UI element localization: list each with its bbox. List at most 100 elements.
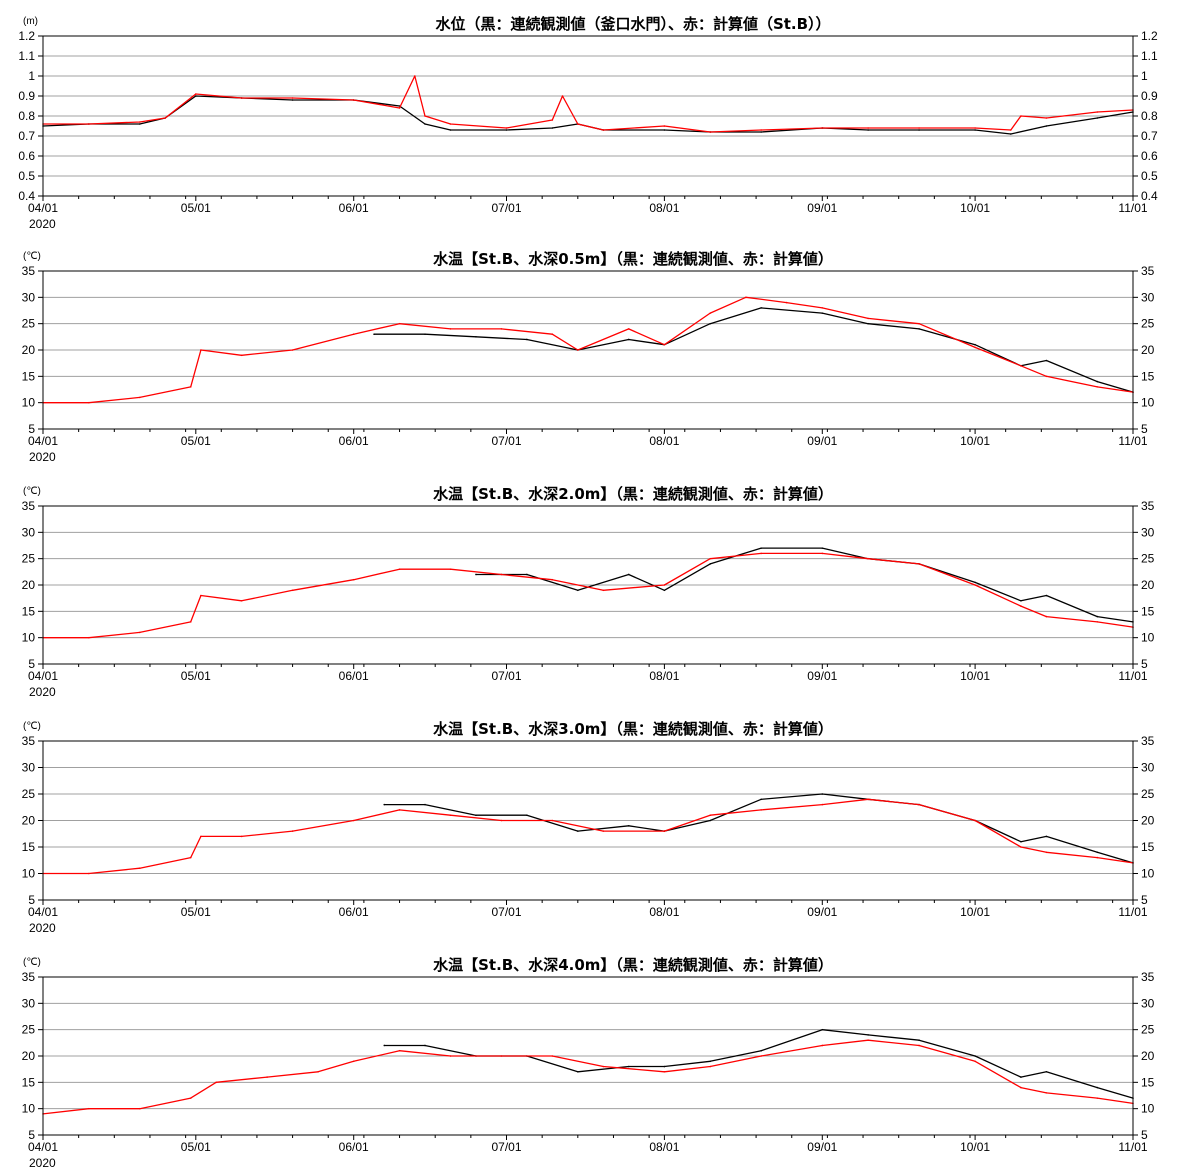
data-point	[138, 121, 141, 123]
data-point	[291, 99, 294, 101]
data-point	[240, 97, 243, 99]
x-tick-label: 07/01	[491, 434, 521, 448]
x-tick-label: 07/01	[491, 905, 521, 919]
data-point	[398, 809, 401, 811]
data-point	[195, 95, 197, 97]
plot-frame	[42, 35, 1134, 197]
x-tick-label: 04/01	[28, 434, 58, 448]
data-point	[1096, 856, 1099, 859]
x-tick-label: 04/01	[28, 905, 58, 919]
y-tick-label-left: 1.1	[18, 49, 35, 63]
x-tick-label: 09/01	[807, 905, 837, 919]
data-point	[709, 131, 712, 133]
data-point	[663, 589, 666, 592]
data-point	[500, 573, 503, 576]
data-point	[424, 333, 426, 336]
data-point	[138, 1107, 141, 1110]
data-point	[974, 346, 976, 349]
data-point	[760, 307, 762, 309]
data-point	[200, 835, 202, 838]
data-point	[1020, 1076, 1022, 1078]
data-point	[1096, 851, 1099, 854]
x-tick-label: 11/01	[1118, 905, 1147, 919]
data-point	[189, 621, 192, 623]
y-tick-label-right: 35	[1141, 264, 1155, 278]
chart-title: 水位（黒：連続観測値（釜口水門）、赤：計算値（St.B））	[435, 15, 830, 33]
data-point	[240, 600, 243, 602]
plot-frame	[42, 740, 1134, 901]
data-point	[663, 830, 666, 832]
y-tick-label-left: 1.2	[18, 29, 35, 43]
data-point	[867, 557, 869, 560]
data-point	[709, 814, 712, 816]
series-line-2	[42, 1039, 1134, 1115]
data-point	[551, 819, 554, 822]
y-tick-label-left: 0.5	[18, 169, 35, 183]
y-axis-unit: (℃)	[23, 957, 41, 968]
data-point	[189, 386, 192, 388]
data-point	[424, 115, 426, 117]
data-point	[1045, 125, 1048, 127]
y-tick-label-right: 0.9	[1141, 89, 1158, 103]
data-point	[1096, 380, 1099, 383]
series-line-2	[43, 75, 1134, 133]
data-point	[1096, 1097, 1099, 1099]
data-point	[918, 328, 920, 330]
data-point	[918, 127, 920, 129]
data-point	[398, 1049, 401, 1052]
data-point	[551, 119, 554, 121]
x-tick-label: 08/01	[649, 669, 679, 683]
data-point	[821, 793, 824, 795]
data-point	[918, 803, 920, 806]
x-tick-label: 10/01	[960, 905, 990, 919]
data-point	[918, 1044, 920, 1047]
data-point	[821, 127, 824, 129]
series-line-2	[43, 296, 1134, 404]
data-point	[88, 872, 90, 875]
data-point	[663, 1071, 666, 1073]
y-tick-label-right: 30	[1141, 290, 1155, 304]
y-tick-label-left: 10	[22, 1102, 36, 1116]
x-tick-label: 05/01	[181, 669, 211, 683]
data-point	[1020, 365, 1022, 367]
data-point	[414, 75, 416, 77]
data-point	[1096, 615, 1099, 618]
data-point	[138, 396, 141, 399]
data-point	[974, 581, 976, 584]
data-point	[383, 1044, 386, 1047]
data-point	[867, 1034, 869, 1036]
data-point	[317, 1071, 319, 1073]
data-point	[709, 1065, 712, 1068]
data-point	[424, 1044, 426, 1047]
data-point	[577, 589, 579, 592]
data-point	[291, 830, 294, 832]
data-point	[500, 1055, 503, 1057]
data-point	[449, 123, 452, 125]
x-tick-label: 10/01	[960, 669, 990, 683]
x-tick-label: 09/01	[807, 434, 837, 448]
data-point	[627, 328, 630, 330]
data-point	[918, 563, 920, 565]
x-tick-label: 05/01	[181, 201, 211, 215]
x-tick-label: 10/01	[960, 434, 990, 448]
x-tick-label: 04/01	[28, 1140, 58, 1154]
data-point	[1020, 115, 1022, 117]
data-point	[505, 129, 508, 131]
data-point	[561, 95, 564, 97]
y-tick-label-right: 1	[1141, 69, 1148, 83]
data-point	[785, 301, 788, 304]
x-tick-label: 07/01	[491, 1140, 521, 1154]
y-tick-label-left: 15	[22, 369, 36, 383]
data-point	[663, 343, 666, 346]
data-point	[1009, 133, 1012, 135]
y-tick-label-left: 5	[28, 657, 35, 671]
data-point	[1096, 117, 1099, 119]
data-point	[627, 825, 630, 827]
data-point	[189, 856, 192, 859]
data-point	[1045, 594, 1048, 597]
x-tick-label: 05/01	[181, 905, 211, 919]
data-point	[602, 1065, 605, 1068]
data-point	[475, 336, 477, 338]
